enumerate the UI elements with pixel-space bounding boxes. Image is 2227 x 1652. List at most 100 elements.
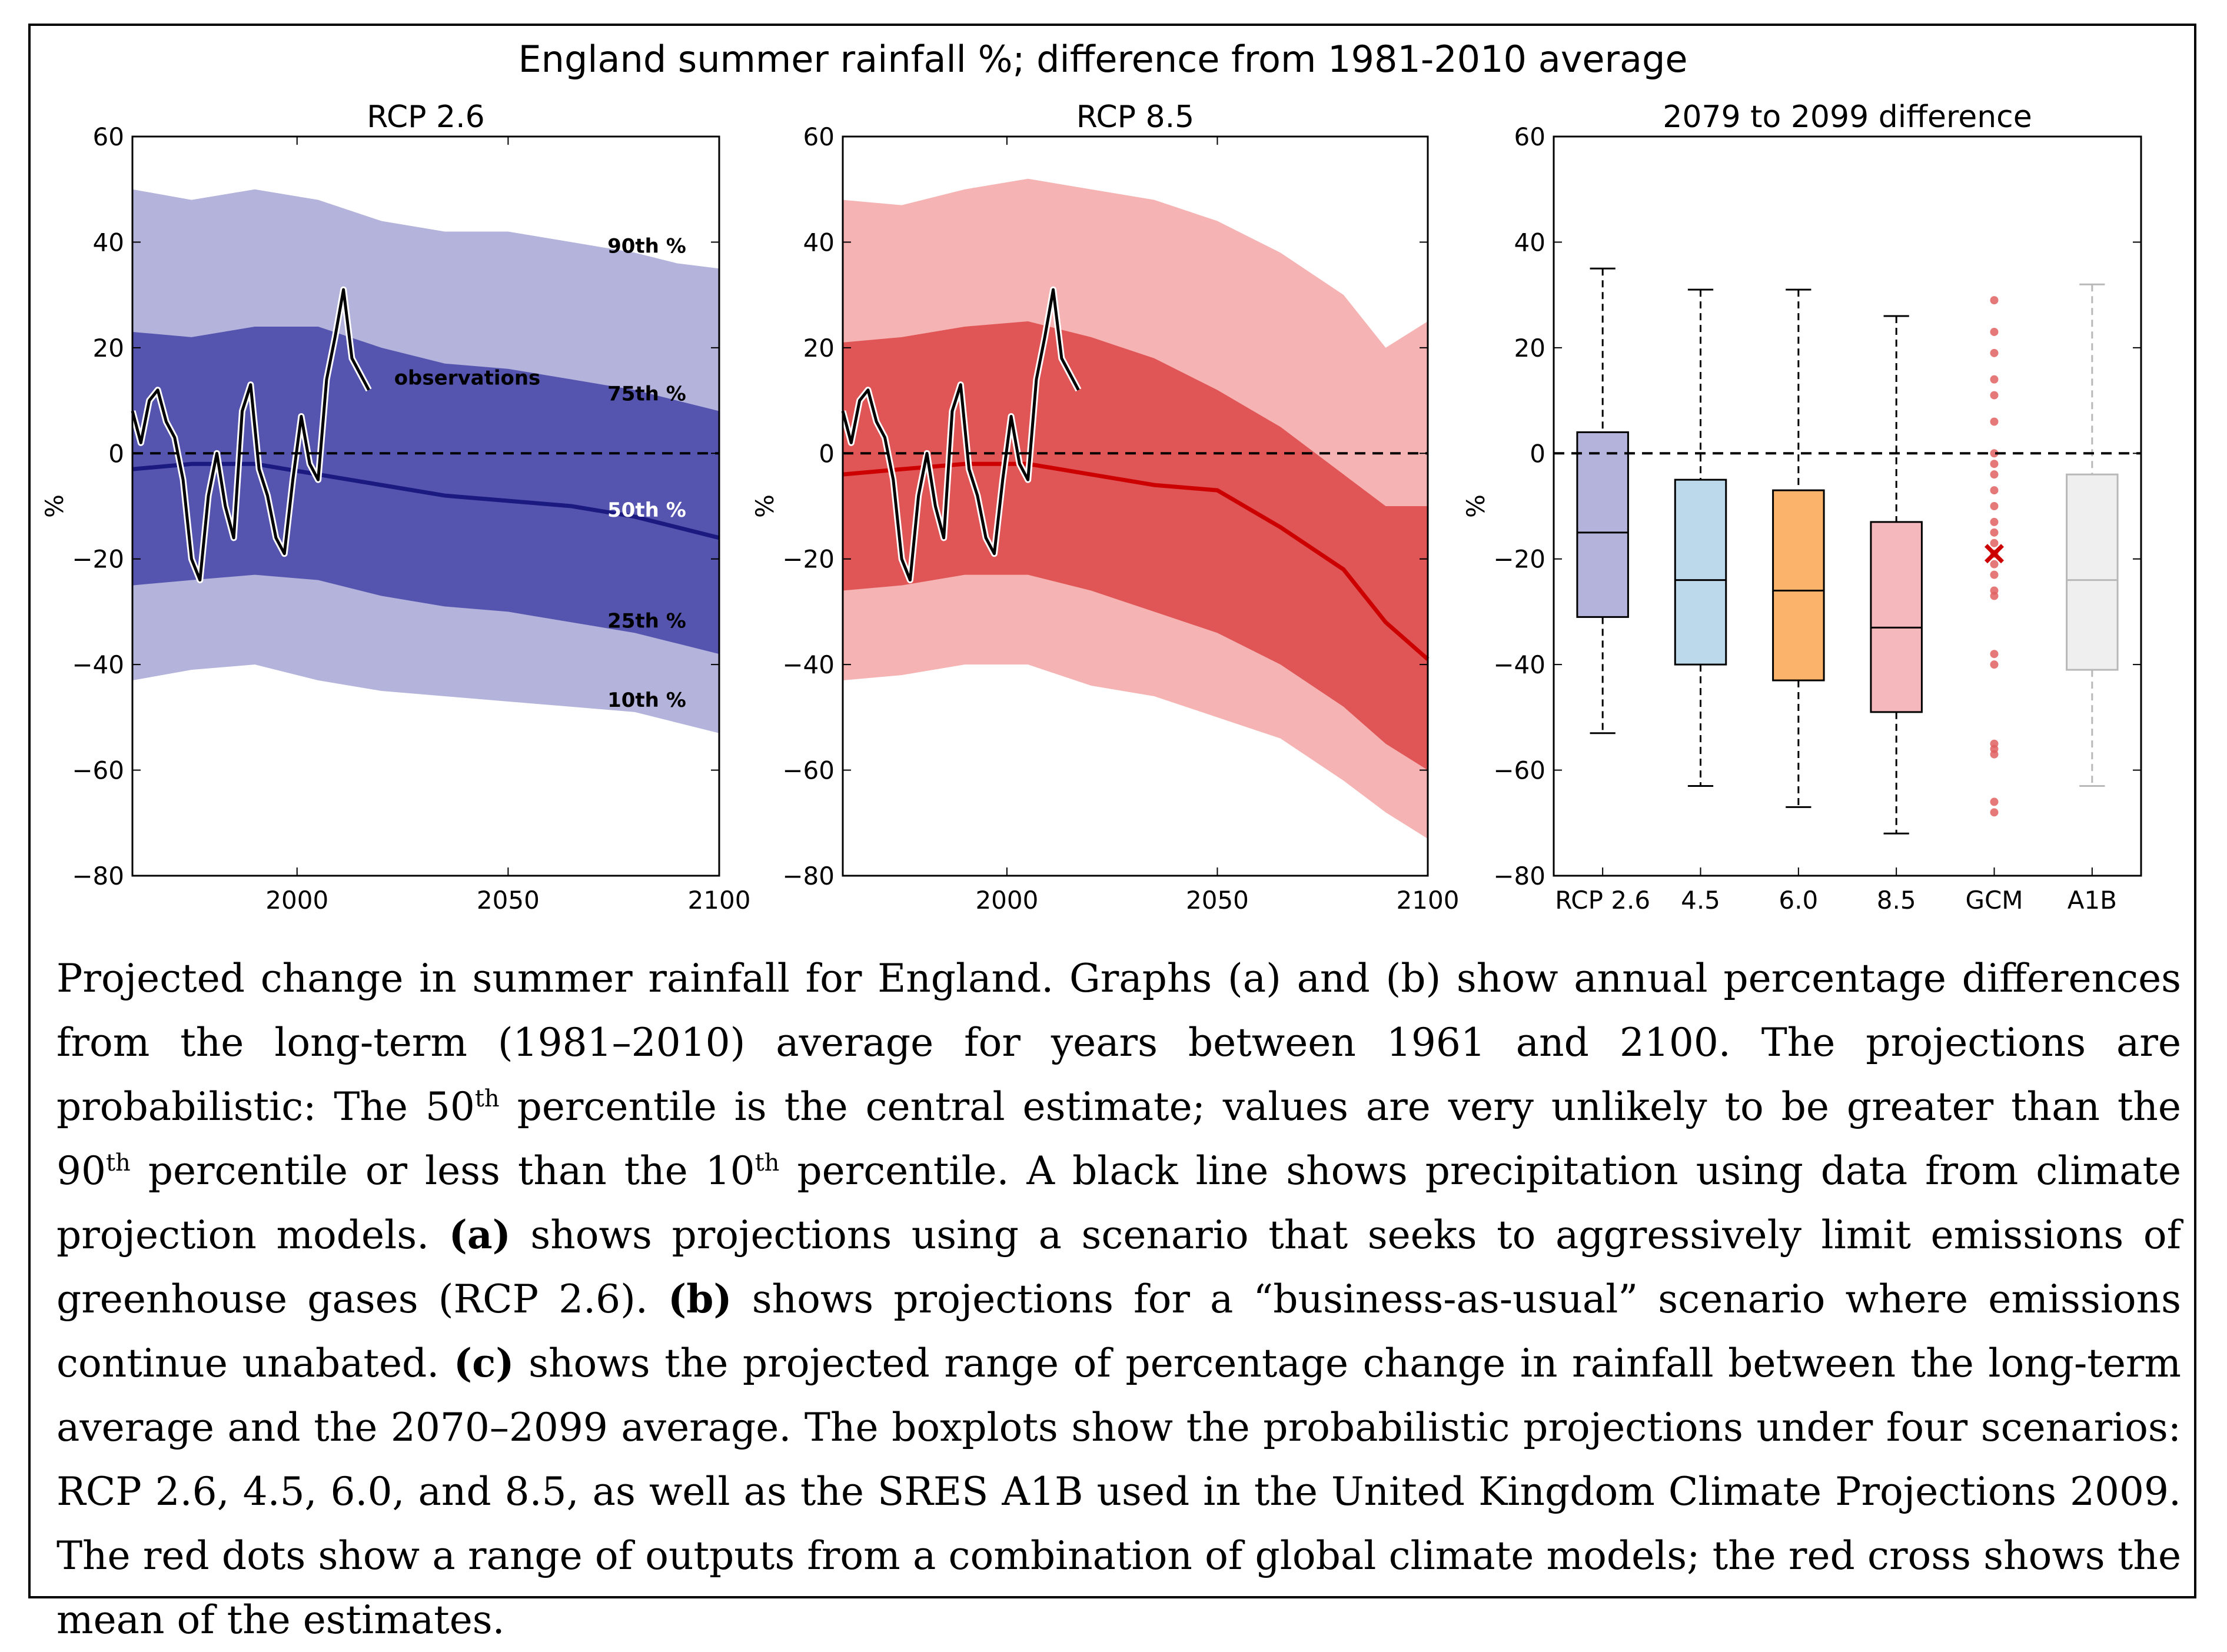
gcm-point	[1990, 470, 1999, 479]
gcm-mean-cross	[1985, 544, 2004, 564]
caption-sup-1: th	[474, 1085, 500, 1112]
gcm-point	[1990, 502, 1999, 510]
y-tick-label: −40	[72, 650, 124, 679]
caption-label-a: (a)	[448, 1212, 511, 1258]
x-tick-label: 2050	[477, 886, 540, 915]
caption-text-7: shows the projected range of percentage …	[56, 1341, 2182, 1643]
x-category-label: 4.5	[1681, 886, 1720, 915]
y-axis-label: %	[750, 494, 779, 518]
percentile-label: 10th %	[607, 689, 686, 712]
caption-sup-2: th	[105, 1149, 131, 1176]
gcm-point	[1990, 296, 1999, 305]
caption-label-c: (c)	[453, 1340, 514, 1386]
x-tick-label: 2100	[688, 886, 751, 915]
y-tick-label: 0	[1530, 439, 1545, 468]
y-tick-label: −60	[782, 756, 835, 785]
y-tick-label: −20	[782, 545, 835, 574]
box-RCP26	[1576, 431, 1629, 618]
gcm-point	[1990, 375, 1999, 384]
x-category-label: RCP 2.6	[1555, 886, 1650, 915]
x-tick-label: 2000	[975, 886, 1038, 915]
percentile-label: 90th %	[607, 234, 686, 258]
percentile-label: 75th %	[607, 383, 686, 406]
band-25-75	[843, 321, 1428, 770]
median-line	[132, 461, 720, 540]
x-tick-label: 2000	[265, 886, 328, 915]
caption-text-6: shows projections for a “business-as-usu…	[56, 1277, 2181, 1386]
gcm-point	[1990, 327, 1999, 336]
gcm-point	[1990, 570, 1999, 579]
panel-rcp85: 2000 2050 2100 60 40 20 0 −20 −40 −60 −80 RCP 8.5%	[750, 99, 1459, 915]
x-tick-label: 2050	[1186, 886, 1249, 915]
gcm-point	[1990, 391, 1999, 400]
y-tick-label: −40	[1493, 650, 1545, 679]
panel-title: RCP 8.5	[1076, 99, 1194, 135]
gcm-point	[1990, 660, 1999, 669]
panel-title: 2079 to 2099 difference	[1663, 99, 2032, 135]
gcm-point	[1990, 486, 1999, 495]
panel-title: RCP 2.6	[367, 99, 484, 135]
y-tick-label: −40	[782, 650, 835, 679]
y-tick-label: −80	[1493, 862, 1545, 890]
y-tick-label: −20	[1493, 545, 1545, 574]
figure-caption: Projected change in summer rainfall for …	[56, 946, 2181, 1652]
caption-text-5: shows projections using a scenario that …	[56, 1212, 2182, 1322]
observations-label: observations	[394, 367, 541, 390]
caption-text-1: Projected change in summer rainfall for …	[56, 956, 2181, 1129]
box-85	[1870, 521, 1923, 713]
observations-line	[841, 288, 1080, 582]
figure-canvas: England summer rainfall %; difference fr…	[40, 38, 2142, 915]
y-tick-label: 20	[93, 334, 124, 363]
y-tick-label: 60	[93, 122, 124, 151]
x-category-label: A1B	[2068, 886, 2117, 915]
gcm-point	[1990, 348, 1999, 357]
observations-line	[131, 288, 370, 582]
y-tick-label: 60	[1514, 122, 1545, 151]
gcm-point	[1990, 417, 1999, 426]
y-tick-label: −20	[72, 545, 124, 574]
median-line	[842, 461, 1430, 661]
y-tick-label: 40	[803, 228, 835, 257]
gcm-point	[1990, 808, 1999, 817]
y-tick-label: −80	[782, 862, 835, 890]
gcm-point	[1990, 517, 1999, 526]
box-45	[1674, 478, 1727, 666]
box-A1B	[2066, 473, 2119, 671]
gcm-point	[1990, 591, 1999, 600]
plot-frame	[842, 135, 1429, 877]
gcm-point	[1990, 797, 1999, 806]
caption-sup-3: th	[754, 1149, 780, 1176]
y-tick-label: 0	[108, 439, 124, 468]
gcm-point	[1990, 528, 1999, 537]
caption-text-4: percentile. A black line shows precipita…	[56, 1148, 2181, 1258]
y-tick-label: 40	[1514, 228, 1545, 257]
caption-label-b: (b)	[667, 1276, 732, 1322]
gcm-point	[1990, 650, 1999, 659]
y-tick-label: 40	[93, 228, 124, 257]
x-tick-label: 2100	[1397, 886, 1460, 915]
gcm-point	[1990, 460, 1999, 468]
y-tick-label: 0	[819, 439, 835, 468]
figure-title: England summer rainfall %; difference fr…	[518, 38, 1687, 81]
gcm-point	[1990, 750, 1999, 759]
y-tick-label: 20	[1514, 334, 1545, 363]
x-category-label: GCM	[1965, 886, 2023, 915]
x-category-label: 8.5	[1877, 886, 1916, 915]
caption-text-3: percentile or less than the 10	[130, 1148, 755, 1194]
plot-frame	[131, 135, 720, 877]
y-tick-label: 20	[803, 334, 835, 363]
percentile-label: 25th %	[607, 609, 686, 633]
panel-rcp26: 2000 2050 2100 90th % 75th % 50th % 25th % 10th…	[40, 99, 750, 915]
y-axis-label: %	[40, 494, 69, 518]
x-category-label: 6.0	[1779, 886, 1818, 915]
gcm-point	[1990, 449, 1999, 458]
y-tick-label: 60	[803, 122, 835, 151]
gcm-point	[1990, 560, 1999, 569]
band-25-75	[132, 326, 719, 654]
plot-frame	[1553, 135, 2142, 877]
panel-boxplot: RCP 2.6 4.5 6.0 8.5 GCM A1B 60 40 20 0 −20 −40 −60 −8…	[1461, 99, 2142, 915]
y-tick-label: −60	[72, 756, 124, 785]
gcm-point	[1990, 539, 1999, 547]
caption-text-2: percentile is the central estimate; valu…	[56, 1084, 2181, 1194]
y-axis-label: %	[1461, 494, 1490, 518]
